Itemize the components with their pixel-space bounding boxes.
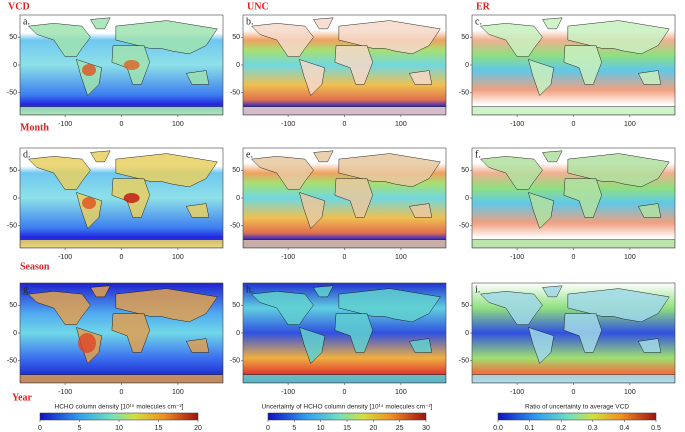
- lon-tick-label: -100: [510, 121, 524, 128]
- lon-tick-label: 100: [624, 254, 636, 261]
- colorbar-tick-label: 0.3: [588, 425, 598, 432]
- lat-tick-label: 0: [465, 330, 469, 337]
- lon-tick-label: 0: [572, 121, 576, 128]
- lat-tick-label: 50: [461, 34, 469, 41]
- colorbar-label: Uncertainty of HCHO column density [10¹⁴…: [262, 404, 433, 411]
- lon-tick-label: 100: [172, 389, 184, 396]
- lon-tick-label: 0: [120, 254, 124, 261]
- lat-tick-label: 50: [232, 302, 240, 309]
- colorbar-tick-label: 0.5: [651, 425, 661, 432]
- lat-tick-label: -50: [230, 90, 240, 97]
- lat-tick-label: 0: [13, 62, 17, 69]
- lat-tick-label: 50: [9, 34, 17, 41]
- panel-letter: h.: [246, 284, 254, 295]
- colorbar-label: HCHO column density [10¹⁵ molecules cm⁻²…: [55, 404, 184, 411]
- lon-tick-label: -100: [58, 389, 72, 396]
- panel-letter: c.: [475, 16, 482, 27]
- panel-letter: e.: [246, 149, 253, 160]
- lat-tick-label: -50: [459, 223, 469, 230]
- colorbar-tick-label: 20: [194, 425, 202, 432]
- hotspot: [123, 60, 140, 70]
- lat-tick-label: -50: [459, 358, 469, 365]
- lat-tick-label: -50: [7, 223, 17, 230]
- hotspot: [82, 64, 97, 76]
- row-label: Month: [20, 122, 49, 133]
- lat-tick-label: 0: [465, 62, 469, 69]
- lon-tick-label: 100: [395, 389, 407, 396]
- panel-letter: g.: [23, 284, 31, 295]
- lat-tick-label: 0: [236, 62, 240, 69]
- lat-tick-label: -50: [230, 358, 240, 365]
- colorbar-tick-label: 10: [115, 425, 123, 432]
- hotspot: [123, 193, 140, 203]
- colorbar-tick-label: 15: [343, 425, 351, 432]
- lat-tick-label: 50: [9, 302, 17, 309]
- lon-tick-label: 100: [395, 254, 407, 261]
- lon-tick-label: 0: [343, 389, 347, 396]
- lat-tick-label: 0: [13, 195, 17, 202]
- row-label: Year: [12, 392, 33, 403]
- colorbar-tick-label: 0.0: [493, 425, 503, 432]
- colorbar-tick-label: 0.1: [525, 425, 535, 432]
- lat-tick-label: 50: [9, 167, 17, 174]
- lon-tick-label: 0: [572, 254, 576, 261]
- colorbar-tick-label: 15: [155, 425, 163, 432]
- lon-tick-label: -100: [281, 121, 295, 128]
- panel-letter: f.: [475, 149, 481, 160]
- lon-tick-label: -100: [281, 254, 295, 261]
- column-header: ER: [476, 1, 491, 12]
- lat-tick-label: 50: [461, 167, 469, 174]
- lat-tick-label: 0: [236, 330, 240, 337]
- panel-letter: d.: [23, 149, 31, 160]
- lon-tick-label: 0: [120, 389, 124, 396]
- lat-tick-label: 50: [461, 302, 469, 309]
- colorbar-tick-label: 10: [317, 425, 325, 432]
- column-header: VCD: [8, 1, 30, 12]
- lon-tick-label: -100: [510, 389, 524, 396]
- lat-tick-label: -50: [459, 90, 469, 97]
- lon-tick-label: 0: [343, 254, 347, 261]
- row-label: Season: [20, 261, 50, 272]
- colorbar-tick-label: 25: [396, 425, 404, 432]
- lon-tick-label: 100: [624, 121, 636, 128]
- lon-tick-label: -100: [58, 254, 72, 261]
- hotspot: [82, 197, 97, 209]
- colorbar-tick-label: 30: [422, 425, 430, 432]
- colorbar: [497, 412, 657, 421]
- panel-letter: i.: [475, 284, 480, 295]
- colorbar-tick-label: 0.2: [556, 425, 566, 432]
- colorbar-tick-label: 5: [78, 425, 82, 432]
- panel-letter: b.: [246, 16, 254, 27]
- lat-tick-label: -50: [7, 358, 17, 365]
- colorbar-label: Ratio of uncertainty to average VCD: [525, 404, 629, 411]
- lat-tick-label: 50: [232, 34, 240, 41]
- colorbar-tick-label: 20: [369, 425, 377, 432]
- colorbar: [39, 412, 199, 421]
- column-header: UNC: [247, 1, 269, 12]
- hotspot: [77, 333, 96, 353]
- lon-tick-label: 100: [395, 121, 407, 128]
- colorbar-tick-label: 5: [292, 425, 296, 432]
- lat-tick-label: 0: [236, 195, 240, 202]
- lat-tick-label: -50: [7, 90, 17, 97]
- lat-tick-label: 0: [13, 330, 17, 337]
- colorbar-tick-label: 0: [38, 425, 42, 432]
- colorbar-tick-label: 0.4: [620, 425, 630, 432]
- lat-tick-label: 50: [232, 167, 240, 174]
- lon-tick-label: 0: [572, 389, 576, 396]
- lon-tick-label: 100: [624, 389, 636, 396]
- lat-tick-label: 0: [465, 195, 469, 202]
- lon-tick-label: -100: [510, 254, 524, 261]
- colorbar: [267, 412, 427, 421]
- lon-tick-label: -100: [281, 389, 295, 396]
- lat-tick-label: -50: [230, 223, 240, 230]
- lon-tick-label: 0: [343, 121, 347, 128]
- lon-tick-label: 100: [172, 254, 184, 261]
- panel-letter: a.: [23, 16, 30, 27]
- lon-tick-label: 100: [172, 121, 184, 128]
- lon-tick-label: -100: [58, 121, 72, 128]
- colorbar-tick-label: 0: [266, 425, 270, 432]
- lon-tick-label: 0: [120, 121, 124, 128]
